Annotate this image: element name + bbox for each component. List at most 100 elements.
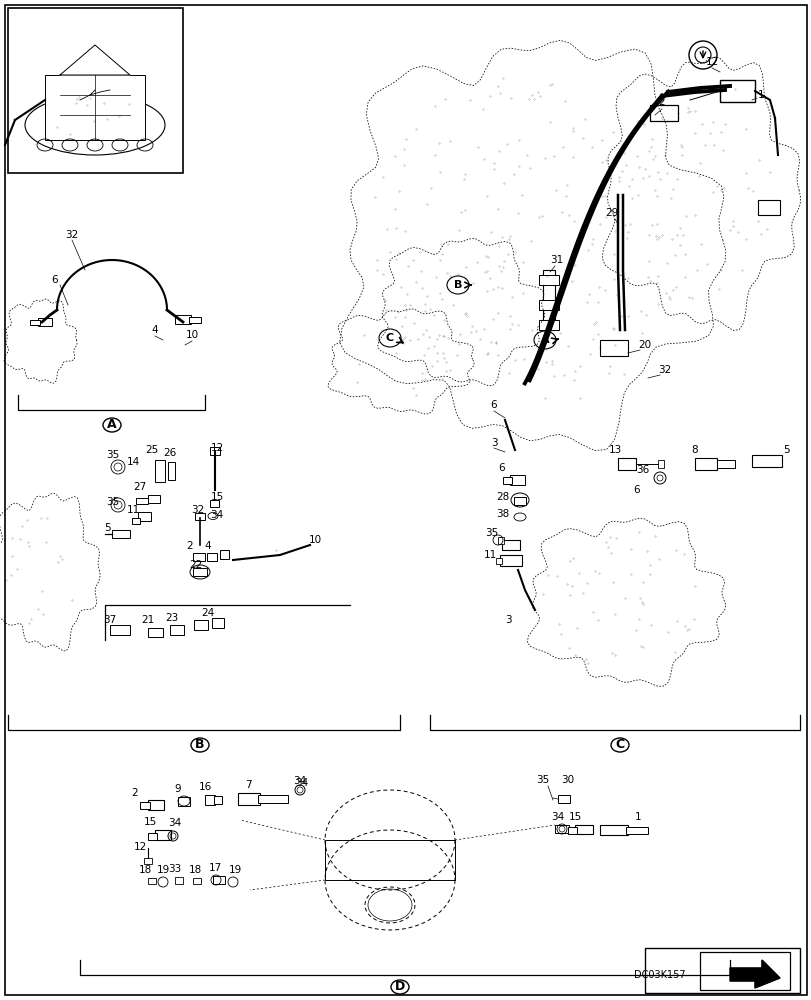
- Text: A: A: [107, 418, 117, 432]
- Text: 32: 32: [658, 365, 671, 375]
- Text: 1: 1: [634, 812, 641, 822]
- Bar: [193, 568, 207, 576]
- Bar: [509, 475, 525, 485]
- Bar: [220, 550, 229, 559]
- Bar: [496, 558, 501, 564]
- Text: 15: 15: [144, 817, 157, 827]
- Text: 34: 34: [295, 778, 308, 788]
- Text: 14: 14: [127, 457, 139, 467]
- Text: 22: 22: [189, 560, 203, 570]
- Bar: [500, 555, 521, 566]
- Text: 12: 12: [705, 57, 718, 67]
- Text: 26: 26: [163, 448, 177, 458]
- Bar: [148, 833, 157, 840]
- Text: 31: 31: [550, 255, 563, 265]
- Bar: [238, 793, 260, 805]
- Bar: [539, 320, 558, 330]
- Bar: [148, 878, 156, 884]
- Text: 34: 34: [551, 812, 564, 822]
- Bar: [258, 795, 288, 803]
- Bar: [148, 495, 160, 503]
- Text: 12: 12: [210, 443, 223, 453]
- Bar: [599, 825, 627, 835]
- Bar: [716, 460, 734, 468]
- Text: 19: 19: [157, 865, 169, 875]
- Text: 30: 30: [560, 775, 574, 785]
- Text: 32: 32: [191, 505, 204, 515]
- Bar: [539, 275, 558, 285]
- Bar: [175, 877, 182, 884]
- Text: 6: 6: [633, 485, 640, 495]
- Bar: [568, 827, 577, 834]
- Text: 6: 6: [490, 400, 496, 410]
- Text: 35: 35: [106, 497, 119, 507]
- Bar: [513, 497, 526, 505]
- Text: 7: 7: [244, 780, 251, 790]
- Text: 20: 20: [637, 340, 650, 350]
- Text: 37: 37: [103, 615, 117, 625]
- Text: 21: 21: [141, 615, 154, 625]
- Text: 4: 4: [152, 325, 158, 335]
- Text: D: D: [394, 980, 405, 993]
- Text: 13: 13: [607, 445, 621, 455]
- Text: 34: 34: [210, 510, 223, 520]
- Text: B: B: [195, 738, 204, 752]
- Text: 36: 36: [636, 465, 649, 475]
- Text: 34: 34: [168, 818, 182, 828]
- Text: B: B: [453, 280, 461, 290]
- Text: 11: 11: [127, 505, 139, 515]
- Bar: [30, 320, 40, 325]
- Bar: [599, 340, 627, 356]
- Text: 11: 11: [483, 550, 496, 560]
- Bar: [694, 458, 716, 470]
- Text: 35: 35: [485, 528, 498, 538]
- Text: 34: 34: [293, 776, 307, 786]
- Bar: [175, 315, 191, 324]
- Bar: [212, 876, 225, 884]
- Text: 18: 18: [188, 865, 201, 875]
- Bar: [539, 300, 558, 310]
- Bar: [657, 460, 663, 468]
- Text: 29: 29: [605, 208, 618, 218]
- Text: 3: 3: [490, 438, 496, 448]
- Bar: [109, 625, 130, 635]
- Text: 28: 28: [496, 492, 509, 502]
- Text: A: A: [540, 335, 548, 345]
- Text: 5: 5: [105, 523, 111, 533]
- Text: 35: 35: [106, 450, 119, 460]
- Text: 9: 9: [174, 784, 181, 794]
- Text: C: C: [615, 738, 624, 752]
- Text: 6: 6: [52, 275, 58, 285]
- Bar: [719, 80, 754, 102]
- Polygon shape: [60, 45, 130, 75]
- Bar: [195, 513, 204, 520]
- Bar: [193, 553, 204, 561]
- Text: 38: 38: [496, 509, 509, 519]
- Text: 6: 6: [498, 463, 504, 473]
- Bar: [557, 795, 569, 803]
- Text: 4: 4: [204, 541, 211, 551]
- Text: 2: 2: [187, 541, 193, 551]
- Text: 23: 23: [165, 613, 178, 623]
- Text: 16: 16: [198, 782, 212, 792]
- Bar: [502, 477, 512, 484]
- Bar: [210, 500, 219, 507]
- Bar: [132, 518, 139, 524]
- Text: 32: 32: [66, 230, 79, 240]
- Text: 10: 10: [185, 330, 199, 340]
- Text: 19: 19: [228, 865, 242, 875]
- Text: 33: 33: [168, 864, 182, 874]
- Text: 8: 8: [691, 445, 697, 455]
- Bar: [144, 858, 152, 864]
- Text: 24: 24: [201, 608, 214, 618]
- Bar: [210, 447, 220, 455]
- Text: 10: 10: [308, 535, 321, 545]
- Bar: [644, 948, 799, 993]
- Text: C: C: [385, 333, 393, 343]
- Bar: [324, 840, 454, 880]
- Text: 18: 18: [138, 865, 152, 875]
- Bar: [155, 460, 165, 482]
- Bar: [112, 530, 130, 538]
- Text: 2: 2: [131, 788, 138, 798]
- Bar: [751, 455, 781, 467]
